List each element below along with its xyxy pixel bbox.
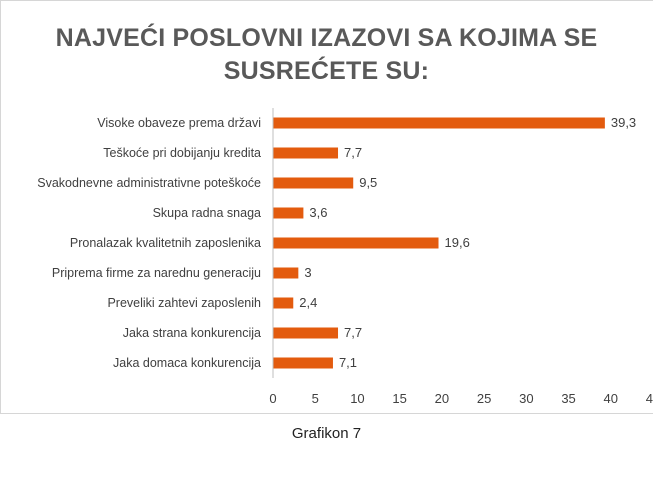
x-tick-label: 35 bbox=[561, 391, 575, 406]
x-tick-label: 45 bbox=[646, 391, 653, 406]
bar bbox=[273, 267, 299, 279]
data-label: 39,3 bbox=[611, 115, 636, 130]
x-tick-label: 20 bbox=[435, 391, 449, 406]
category-label: Pronalazak kvalitetnih zaposlenika bbox=[70, 236, 261, 250]
bar bbox=[273, 117, 605, 129]
chart-frame bbox=[0, 0, 653, 414]
figure-caption: Grafikon 7 bbox=[291, 425, 362, 442]
bar bbox=[273, 357, 333, 369]
data-label: 7,1 bbox=[339, 355, 357, 370]
x-tick-label: 40 bbox=[604, 391, 618, 406]
category-label: Teškoće pri dobijanju kredita bbox=[103, 146, 261, 160]
bar bbox=[273, 177, 354, 189]
x-tick-label: 25 bbox=[477, 391, 491, 406]
x-tick-label: 30 bbox=[519, 391, 533, 406]
x-tick-label: 0 bbox=[269, 391, 276, 406]
data-label: 7,7 bbox=[344, 145, 362, 160]
category-label: Priprema firme za narednu generaciju bbox=[52, 266, 261, 280]
x-tick-label: 5 bbox=[312, 391, 319, 406]
bar-chart: Visoke obaveze prema državi Teškoće pri d… bbox=[37, 108, 653, 406]
bar bbox=[273, 147, 339, 159]
category-label: Jaka domaca konkurencija bbox=[113, 356, 261, 370]
bar bbox=[273, 207, 304, 219]
x-tick-label: 10 bbox=[350, 391, 364, 406]
x-tick-label: 15 bbox=[392, 391, 406, 406]
chart-title: NAJVEĆI POSLOVNI IZAZOVI SA KOJIMA SE SU… bbox=[0, 22, 653, 88]
category-label: Visoke obaveze prema državi bbox=[97, 116, 261, 130]
category-label: Svakodnevne administrativne poteškoće bbox=[37, 176, 261, 190]
category-label: Jaka strana konkurencija bbox=[123, 326, 261, 340]
chart-title-line-1: NAJVEĆI POSLOVNI IZAZOVI SA KOJIMA SE bbox=[55, 24, 598, 52]
chart-title-line-2: SUSREĆETE SU: bbox=[223, 57, 430, 85]
data-label: 19,6 bbox=[445, 235, 470, 250]
category-label: Skupa radna snaga bbox=[153, 206, 261, 220]
data-label: 2,4 bbox=[299, 295, 317, 310]
bar bbox=[273, 327, 339, 339]
data-label: 3,6 bbox=[309, 205, 327, 220]
bar bbox=[273, 237, 439, 249]
data-label: 3 bbox=[304, 265, 311, 280]
category-label: Preveliki zahtevi zaposlenih bbox=[107, 296, 261, 310]
data-label: 9,5 bbox=[359, 175, 377, 190]
bar bbox=[273, 297, 294, 309]
data-label: 7,7 bbox=[344, 325, 362, 340]
